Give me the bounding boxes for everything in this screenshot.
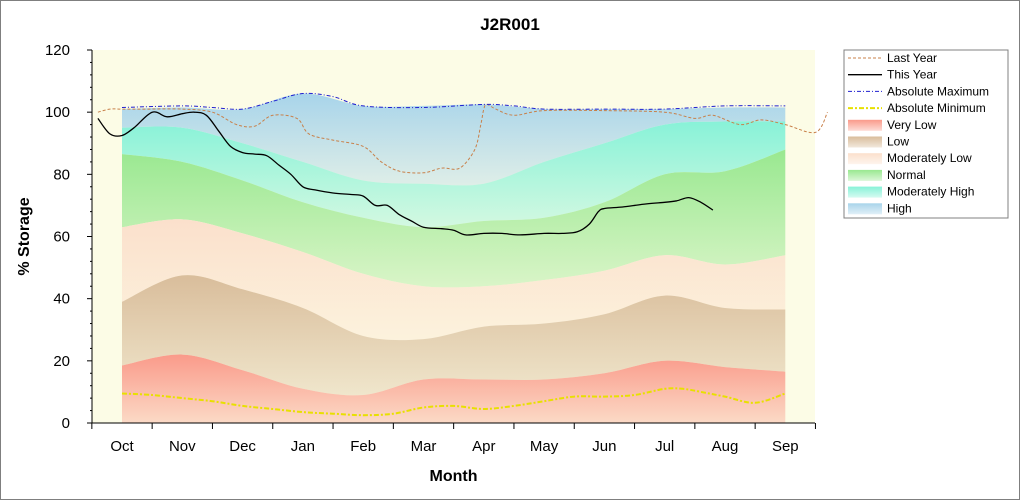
legend-label: Very Low xyxy=(887,118,937,132)
legend-label: Moderately Low xyxy=(887,151,972,165)
legend-swatch xyxy=(848,169,882,181)
band-high xyxy=(122,93,786,186)
legend-label: This Year xyxy=(887,68,937,82)
x-tick-label: May xyxy=(530,438,559,455)
legend-label: Normal xyxy=(887,168,926,182)
series-absolute-maximum xyxy=(121,92,786,110)
y-tick-label: 60 xyxy=(53,229,70,246)
x-tick-label: Sep xyxy=(772,438,799,455)
x-tick-label: Oct xyxy=(110,438,134,455)
legend-box xyxy=(843,49,1009,219)
y-tick-label: 0 xyxy=(62,415,70,432)
x-tick-label: Dec xyxy=(229,438,256,455)
legend-label: Absolute Maximum xyxy=(887,84,989,98)
legend-swatch xyxy=(848,153,882,165)
x-tick-label: Jun xyxy=(592,438,616,455)
x-tick-label: Feb xyxy=(350,438,376,455)
x-tick-label: Nov xyxy=(169,438,196,455)
chart-title: J2R001 xyxy=(480,15,540,34)
x-axis-label: Month xyxy=(430,468,478,485)
band-normal xyxy=(122,149,786,288)
y-tick-label: 120 xyxy=(45,42,70,59)
legend-swatch xyxy=(848,136,882,148)
y-axis-label: % Storage xyxy=(16,197,33,275)
legend-label: High xyxy=(887,201,912,215)
legend-swatch xyxy=(848,119,882,131)
series-this-year xyxy=(97,111,714,236)
y-tick-label: 100 xyxy=(45,104,70,121)
x-tick-label: Jan xyxy=(291,438,315,455)
x-tick-label: Mar xyxy=(411,438,437,455)
legend-swatch xyxy=(848,186,882,198)
x-tick-label: Apr xyxy=(472,438,495,455)
legend-swatch xyxy=(848,203,882,215)
legend-label: Absolute Minimum xyxy=(887,101,986,115)
series-lines xyxy=(97,92,828,417)
y-tick-label: 80 xyxy=(53,166,70,183)
band-moderately-high xyxy=(122,121,786,228)
x-tick-label: Aug xyxy=(712,438,739,455)
band-low xyxy=(122,275,786,396)
series-last-year xyxy=(97,103,828,174)
axes: 0 20 40 60 80 100 120 Oct Nov Dec Jan Feb Mar Apr May J… xyxy=(45,42,816,455)
series-absolute-minimum xyxy=(121,387,786,417)
storage-bands xyxy=(122,93,786,423)
legend: Last Year This Year Absolute Maximum Absolu… xyxy=(843,49,1009,219)
band-very-low xyxy=(122,354,786,423)
legend-label: Last Year xyxy=(887,51,937,65)
y-tick-label: 20 xyxy=(53,353,70,370)
band-moderately-low xyxy=(122,219,786,341)
x-tick-label: Jul xyxy=(655,438,674,455)
legend-label: Moderately High xyxy=(887,185,974,199)
legend-label: Low xyxy=(887,135,909,149)
y-tick-label: 40 xyxy=(53,291,70,308)
